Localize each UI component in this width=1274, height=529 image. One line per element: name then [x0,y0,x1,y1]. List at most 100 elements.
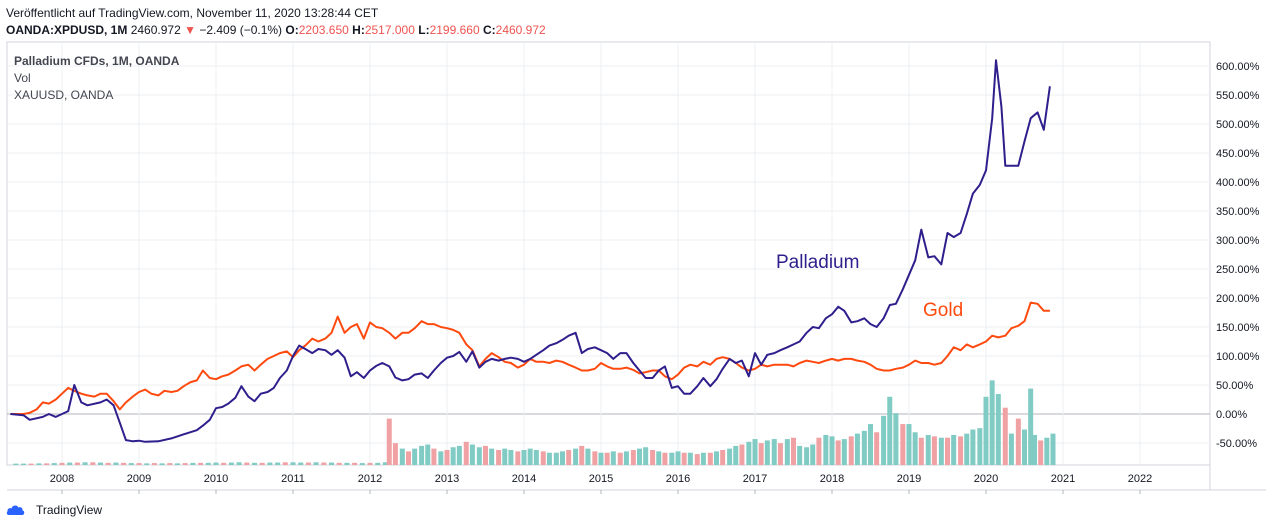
volume-bar [198,462,204,465]
volume-bar [970,429,976,465]
volume-bar [733,445,739,465]
volume-bar [675,451,681,465]
volume-bar [344,462,350,465]
x-tick-label: 2017 [743,473,767,485]
y-tick-label: 450.00% [1216,148,1260,160]
volume-bar [816,437,822,465]
volume-bar [144,463,150,465]
x-tick-label: 2009 [127,473,151,485]
x-tick-label: 2013 [435,473,459,485]
volume-bar [989,380,995,465]
volume-bar [305,462,311,465]
volume-bar [521,449,527,465]
volume-bar [752,439,758,465]
volume-bar [1032,434,1038,465]
volume-bar [977,428,983,465]
volume-bar [1044,437,1050,465]
volume-bar [656,451,662,465]
y-tick-label: 300.00% [1216,235,1260,247]
volume-bar [854,433,860,465]
volume-bar [592,451,598,465]
y-tick-label: 50.00% [1216,380,1254,392]
volume-bar [995,394,1001,465]
x-tick-label: 2010 [204,473,228,485]
footer-brand[interactable]: TradingView [6,503,102,517]
palladium-series-line [10,59,1051,443]
volume-bar [259,462,265,465]
volume-bar [983,396,989,465]
volume-bar [275,462,281,465]
volume-bar [540,451,546,465]
legend-volume[interactable]: Vol [14,71,31,85]
volume-bar [764,440,770,465]
volume-bar [804,447,810,465]
volume-bar [419,445,425,465]
close-value: 2460.972 [495,23,546,37]
volume-bar [36,463,42,465]
volume-bar [714,451,719,465]
volume-bar [527,448,533,465]
volume-bar [476,447,482,465]
high-value: 2517.000 [364,23,415,37]
volume-bar [483,445,488,465]
x-tick-label: 2015 [589,473,613,485]
volume-bar [1022,429,1027,465]
volume-bar [128,463,134,465]
volume-bar [336,462,342,465]
open-label: O: [285,23,299,37]
y-tick-label: 0.00% [1216,409,1247,421]
volume-bar [412,448,418,465]
volume-bar [399,448,405,465]
volume-bar [739,444,745,465]
volume-bar [746,441,752,465]
volume-bar [190,462,196,465]
volume-bar [1002,407,1008,465]
volume-bar [313,462,319,465]
volume-bar [252,462,257,465]
volume-bar [438,451,444,465]
volume-bar [1028,388,1034,465]
tradingview-logo-icon [6,505,25,515]
y-tick-label: 600.00% [1216,61,1260,73]
volume-bar [21,463,26,465]
volume-bar [1038,440,1044,465]
legend-compare-series[interactable]: XAUUSD, OANDA [14,88,114,102]
volume-bar [352,462,358,465]
volume-bar [321,462,327,465]
volume-bar [136,463,142,465]
x-tick-label: 2008 [50,473,74,485]
legend-main-series[interactable]: Palladium CFDs, 1M, OANDA [14,54,180,68]
volume-bar [931,436,937,465]
y-tick-label: 550.00% [1216,90,1260,102]
volume-bar [1050,433,1056,465]
low-value: 2199.660 [429,23,480,37]
brand-name: TradingView [36,503,103,517]
volume-bar [1008,433,1014,465]
volume-bar [945,437,950,465]
volume-bar [450,447,456,465]
volume-bar [758,443,764,465]
volume-bar [784,439,790,465]
volume-bar [925,434,931,465]
volume-bar [502,448,508,465]
volume-bar [797,445,803,465]
x-tick-label: 2019 [897,473,921,485]
volume-bar [604,452,610,465]
volume-bar [367,462,373,465]
volume-bar [489,448,495,465]
volume-bar [874,432,880,465]
volume-bar [444,449,450,465]
volume-bar [681,452,687,465]
volume-bar [610,451,616,465]
volume-bar [727,448,733,465]
volume-bar [579,445,585,465]
volume-bar [51,463,57,465]
volume-bar [887,396,893,465]
down-arrow-icon: ▼ [184,23,196,37]
volume-bar [881,415,887,465]
price-change: −2.409 (−0.1%) [199,23,283,37]
plot-frame [6,41,1211,466]
volume-bar [938,437,944,465]
volume-bar [617,452,623,465]
